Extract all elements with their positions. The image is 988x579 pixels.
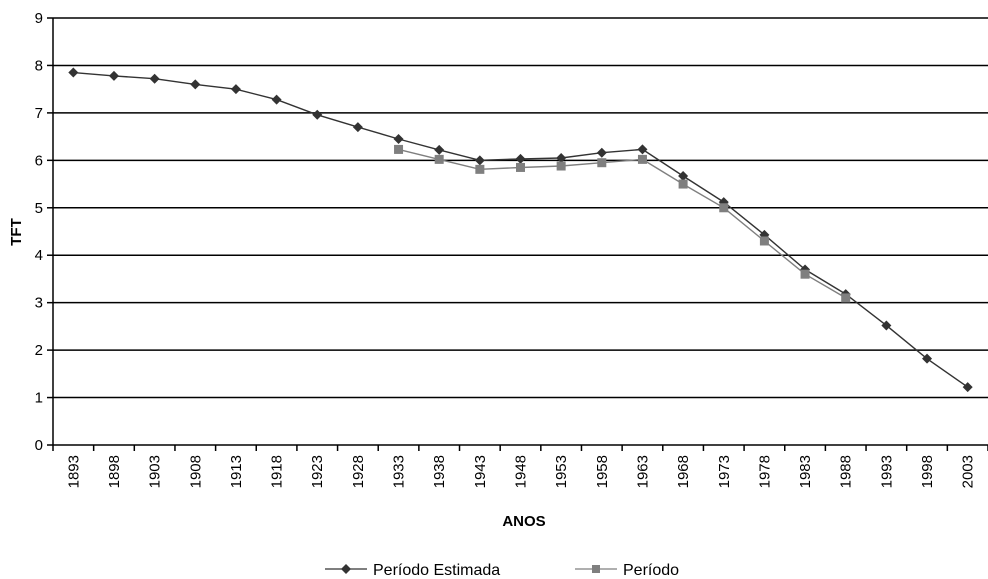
data-point-diamond (312, 109, 323, 120)
x-tick-label: 1978 (756, 455, 773, 488)
legend-label-periodo: Período (623, 562, 679, 579)
x-tick-label: 1933 (391, 455, 408, 488)
x-tick-label: 1993 (878, 455, 895, 488)
series-line-1 (398, 148, 847, 299)
x-tick-label: 1913 (228, 455, 245, 488)
data-point-square (556, 161, 566, 171)
x-tick-label: 1943 (472, 455, 489, 488)
y-tick-label: 0 (35, 437, 43, 454)
data-point-diamond (474, 155, 485, 166)
y-tick-label: 7 (35, 105, 43, 122)
x-tick-label: 1938 (431, 455, 448, 488)
x-tick-label: 1968 (675, 455, 692, 488)
data-point-diamond (108, 70, 119, 81)
x-tick-label: 1983 (797, 455, 814, 488)
x-tick-label: 1903 (147, 455, 164, 488)
x-tick-label: 1973 (716, 455, 733, 488)
x-tick-label: 1988 (838, 455, 855, 488)
data-point-diamond (962, 382, 973, 393)
legend-marker-square (592, 565, 600, 573)
x-tick-label: 1918 (269, 455, 286, 488)
data-point-square (800, 269, 810, 279)
legend: Período Estimada Período (325, 562, 679, 579)
data-point-square (597, 158, 607, 168)
data-point-square (637, 154, 647, 164)
data-point-square (719, 203, 729, 213)
legend-item-0: Período Estimada (325, 562, 500, 579)
x-tick-label: 1928 (350, 455, 367, 488)
legend-item-1: Período (575, 562, 679, 579)
series-1 (394, 144, 851, 303)
data-point-diamond (352, 122, 363, 133)
data-point-diamond (149, 73, 160, 84)
data-point-diamond (596, 147, 607, 158)
x-tick-label: 1948 (513, 455, 530, 488)
data-point-diamond (922, 353, 933, 364)
y-axis-title: TFT (8, 218, 25, 246)
data-point-diamond (637, 144, 648, 155)
data-point-square (678, 179, 688, 189)
data-point-square (394, 144, 404, 154)
y-tick-label: 6 (35, 152, 43, 169)
y-tick-label: 4 (35, 247, 43, 264)
legend-label-periodo-estimada: Período Estimada (373, 562, 500, 579)
data-point-diamond (271, 94, 282, 105)
data-point-square (434, 154, 444, 164)
grid-lines (47, 17, 988, 446)
series-0 (68, 67, 973, 393)
y-tick-label: 9 (35, 10, 43, 27)
data-point-diamond (434, 144, 445, 155)
y-tick-label: 5 (35, 200, 43, 217)
data-point-square (759, 236, 769, 246)
series (68, 67, 973, 393)
data-point-diamond (881, 320, 892, 331)
data-point-diamond (393, 133, 404, 144)
data-point-diamond (678, 170, 689, 181)
x-tick-label: 1908 (187, 455, 204, 488)
y-tick-labels: 0 1 2 3 4 5 6 7 8 9 (35, 10, 43, 454)
data-point-diamond (68, 67, 79, 78)
x-tick-label: 1958 (594, 455, 611, 488)
y-tick-label: 8 (35, 57, 43, 74)
axes (52, 18, 988, 446)
x-tick-label: 1953 (553, 455, 570, 488)
x-tick-label: 1963 (634, 455, 651, 488)
legend-marker-diamond (341, 564, 351, 574)
data-point-square (841, 293, 851, 303)
x-tick-label: 1893 (65, 455, 82, 488)
x-tick-label: 2003 (960, 455, 977, 488)
data-point-square (516, 162, 525, 172)
y-tick-label: 1 (35, 390, 43, 407)
data-point-diamond (230, 84, 241, 95)
y-tick-label: 2 (35, 342, 43, 359)
data-point-diamond (515, 153, 526, 164)
y-tick-label: 3 (35, 295, 43, 312)
data-point-square (475, 164, 485, 174)
x-tick-labels: 1893 1898 1903 1908 1913 1918 1923 1928 1933 1938… (52, 445, 988, 488)
data-point-diamond (556, 152, 567, 163)
x-tick-label: 1923 (309, 455, 326, 488)
data-point-diamond (190, 79, 201, 90)
x-axis-title: ANOS (502, 513, 545, 530)
x-tick-label: 1998 (919, 455, 936, 488)
series-line-0 (73, 71, 969, 388)
x-tick-label: 1898 (106, 455, 123, 488)
